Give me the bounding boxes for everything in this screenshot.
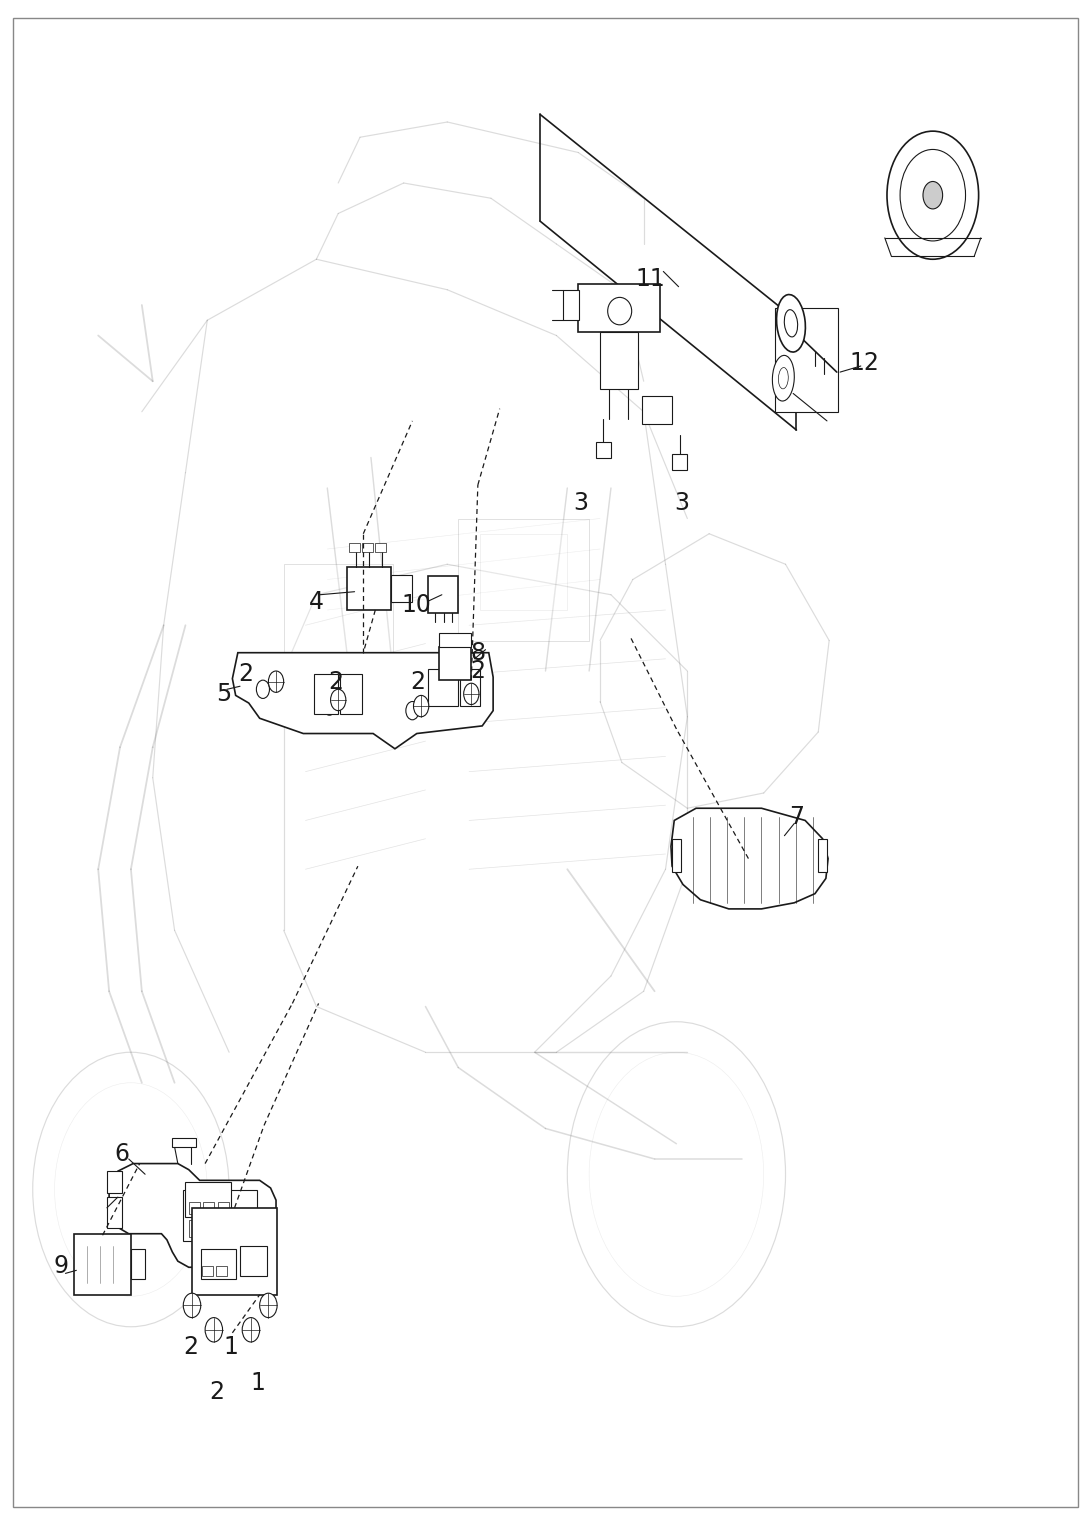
- Circle shape: [260, 1293, 277, 1318]
- Text: 7: 7: [789, 805, 804, 830]
- Bar: [375, 543, 386, 552]
- Text: 3: 3: [573, 491, 588, 515]
- Bar: [107, 1171, 122, 1193]
- Bar: [563, 290, 579, 320]
- Circle shape: [268, 671, 284, 692]
- Bar: [818, 839, 827, 872]
- Text: 2: 2: [328, 669, 344, 694]
- Text: 1: 1: [224, 1334, 239, 1359]
- Bar: [74, 1234, 131, 1295]
- Text: 2: 2: [238, 662, 253, 686]
- Bar: [428, 669, 458, 706]
- Bar: [480, 534, 567, 610]
- Bar: [131, 1249, 145, 1279]
- Bar: [314, 674, 338, 714]
- Bar: [460, 669, 480, 706]
- Bar: [189, 1202, 200, 1214]
- Ellipse shape: [772, 355, 794, 401]
- Bar: [458, 518, 589, 640]
- Circle shape: [256, 680, 269, 698]
- Circle shape: [205, 1318, 223, 1342]
- Bar: [189, 1220, 206, 1237]
- Bar: [235, 1220, 252, 1237]
- Bar: [672, 454, 687, 470]
- Bar: [183, 1190, 257, 1241]
- Bar: [212, 1220, 229, 1237]
- Bar: [600, 332, 638, 389]
- Text: 3: 3: [674, 491, 690, 515]
- Bar: [578, 284, 660, 332]
- Circle shape: [887, 131, 979, 259]
- Bar: [216, 1266, 227, 1276]
- Circle shape: [413, 695, 429, 717]
- Circle shape: [923, 181, 943, 209]
- Bar: [349, 543, 360, 552]
- Bar: [107, 1197, 122, 1228]
- Text: 12: 12: [849, 351, 879, 375]
- Text: 2: 2: [209, 1380, 225, 1405]
- Circle shape: [323, 697, 336, 715]
- Bar: [596, 442, 611, 457]
- Bar: [185, 1182, 231, 1217]
- Bar: [284, 564, 393, 671]
- Bar: [439, 647, 471, 680]
- Bar: [439, 633, 471, 647]
- Text: 2: 2: [470, 659, 485, 683]
- Bar: [347, 567, 391, 610]
- Ellipse shape: [777, 294, 805, 352]
- Text: 9: 9: [53, 1254, 69, 1278]
- Text: 11: 11: [635, 267, 666, 291]
- Bar: [203, 1202, 214, 1214]
- Bar: [172, 1138, 196, 1147]
- Bar: [391, 575, 412, 602]
- Bar: [240, 1246, 267, 1276]
- Bar: [672, 839, 681, 872]
- Bar: [428, 576, 458, 613]
- Text: 2: 2: [410, 669, 425, 694]
- Text: 10: 10: [401, 593, 432, 618]
- Circle shape: [242, 1318, 260, 1342]
- Bar: [642, 396, 672, 424]
- Bar: [362, 543, 373, 552]
- Text: 4: 4: [309, 590, 324, 615]
- Circle shape: [900, 149, 966, 241]
- Polygon shape: [109, 1164, 276, 1267]
- Text: 5: 5: [216, 682, 231, 706]
- Circle shape: [406, 702, 419, 720]
- Text: 6: 6: [115, 1142, 130, 1167]
- Ellipse shape: [778, 368, 789, 389]
- Bar: [192, 1208, 277, 1295]
- Text: 1: 1: [250, 1371, 265, 1395]
- Circle shape: [463, 686, 476, 705]
- Polygon shape: [232, 653, 493, 749]
- Bar: [340, 674, 362, 714]
- Text: 2: 2: [183, 1334, 199, 1359]
- Bar: [201, 1249, 236, 1279]
- Circle shape: [331, 689, 346, 711]
- Bar: [775, 308, 838, 412]
- Circle shape: [183, 1293, 201, 1318]
- Text: 8: 8: [470, 640, 485, 665]
- Ellipse shape: [784, 310, 798, 337]
- Bar: [218, 1202, 229, 1214]
- Ellipse shape: [608, 297, 632, 325]
- Polygon shape: [671, 808, 828, 909]
- Circle shape: [464, 683, 479, 705]
- Bar: [202, 1266, 213, 1276]
